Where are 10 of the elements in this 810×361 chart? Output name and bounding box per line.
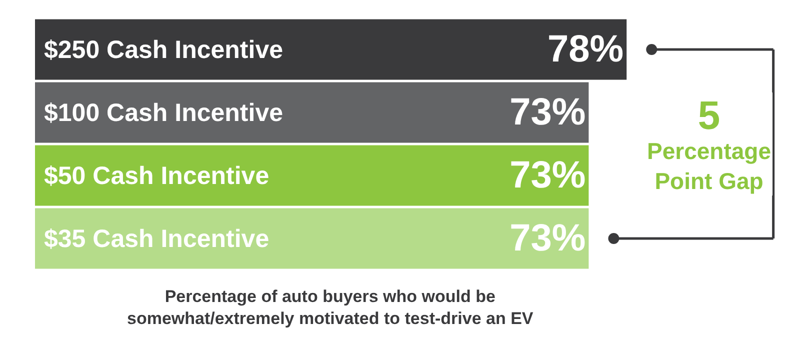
data-label: 73% — [510, 218, 586, 260]
data-label: 73% — [510, 92, 586, 134]
text: 5 Percentage Point Gap — [647, 94, 772, 194]
data-label: 73% — [510, 154, 586, 196]
y-tick-label: $250 Cash Incentive — [44, 36, 284, 64]
data-label: 78% — [548, 28, 624, 70]
text: Percentage of auto buyers who would be somewhat/extremely motivated to test-drive an EV — [127, 287, 534, 328]
y-tick-label: $50 Cash Incentive — [44, 162, 270, 190]
y-tick-label: $35 Cash Incentive — [44, 225, 270, 253]
y-tick-label: $100 Cash Incentive — [44, 99, 284, 127]
